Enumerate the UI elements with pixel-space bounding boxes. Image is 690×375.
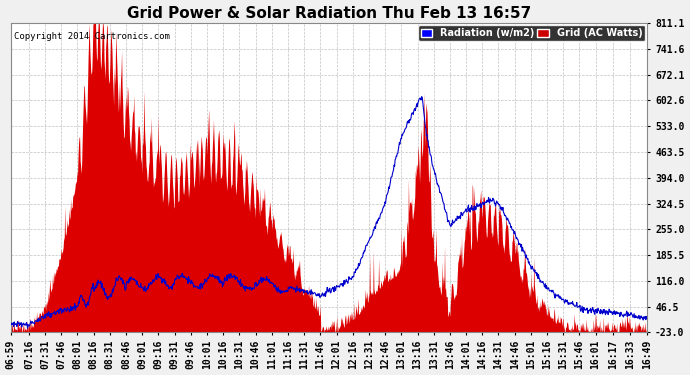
Title: Grid Power & Solar Radiation Thu Feb 13 16:57: Grid Power & Solar Radiation Thu Feb 13 …	[127, 6, 531, 21]
Legend: Radiation (w/m2), Grid (AC Watts): Radiation (w/m2), Grid (AC Watts)	[417, 25, 645, 41]
Text: Copyright 2014 Cartronics.com: Copyright 2014 Cartronics.com	[14, 32, 170, 41]
